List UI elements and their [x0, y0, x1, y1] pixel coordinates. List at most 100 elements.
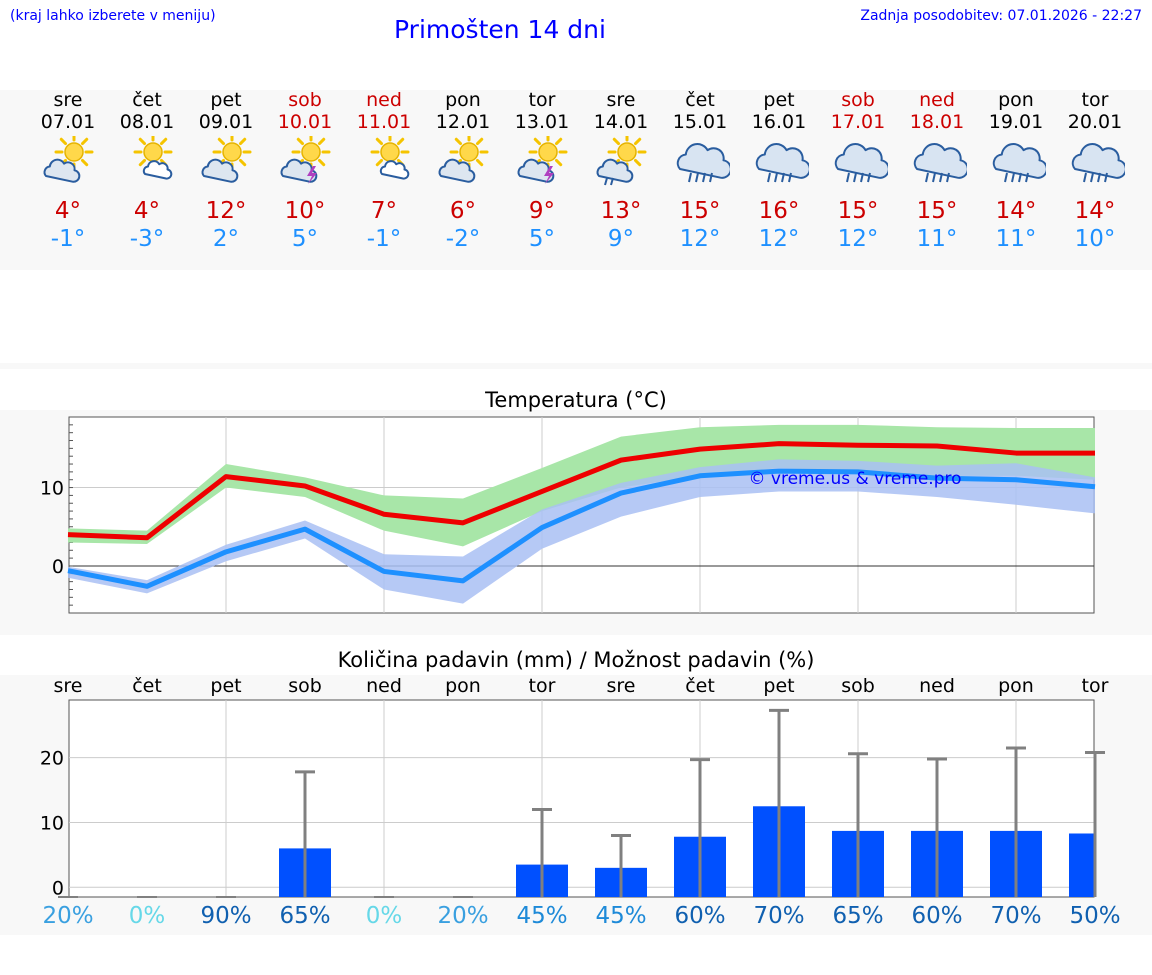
day-column: sre 14.01 13° 9° [581, 89, 661, 253]
rain-cloud-icon [676, 143, 730, 183]
min-temp: 2° [212, 226, 240, 252]
precip-probability: 45% [595, 903, 647, 929]
forecast-band [0, 90, 1152, 270]
sun-cloud-icon [438, 136, 489, 183]
max-temp: 6° [449, 198, 477, 224]
day-column: ned 11.01 7° -1° [344, 89, 424, 253]
precip-probability: 65% [279, 903, 331, 929]
day-name: sob [288, 89, 322, 111]
sun-cloud-icon [201, 136, 252, 183]
precip-probability: 20% [437, 903, 489, 929]
precip-probability: 50% [1069, 903, 1121, 929]
sun-cloud-rain-icon [596, 136, 647, 186]
max-temp: 15° [837, 198, 879, 224]
min-temp: 9° [607, 226, 635, 252]
max-temp: 4° [133, 198, 161, 224]
min-temp: -2° [445, 226, 481, 252]
rain-cloud-icon [755, 143, 809, 183]
day-date: 18.01 [909, 111, 965, 133]
day-name: pon [998, 89, 1034, 111]
min-temp: -1° [366, 226, 402, 252]
day-column: pet 16.01 16° 12° [739, 89, 819, 253]
max-temp: 14° [1074, 198, 1116, 224]
location-menu-hint[interactable]: (kraj lahko izberete v meniju) [10, 8, 216, 24]
precipitation-chart-band [0, 675, 1152, 935]
max-temp: 7° [370, 198, 398, 224]
day-date: 20.01 [1067, 111, 1123, 133]
day-column: sob 10.01 10° 5° [265, 89, 345, 253]
day-column: pet 09.01 12° 2° [186, 89, 266, 253]
precip-day-label: čet [685, 675, 715, 697]
day-column: tor 20.01 14° 10° [1055, 89, 1135, 253]
day-column: pon 12.01 6° -2° [423, 89, 503, 253]
rain-cloud-icon [834, 143, 888, 183]
precip-day-label: pon [998, 675, 1034, 697]
precip-probability: 60% [674, 903, 726, 929]
min-temp: 12° [837, 226, 879, 252]
precip-probability: 45% [516, 903, 568, 929]
min-temp: -3° [129, 226, 165, 252]
temperature-chart-title: Temperatura (°C) [485, 388, 667, 412]
precip-probability: 0% [128, 903, 166, 929]
day-column: sre 07.01 4° -1° [28, 89, 108, 253]
min-temp: 11° [995, 226, 1037, 252]
day-name: pet [763, 89, 795, 111]
max-temp: 14° [995, 198, 1037, 224]
day-date: 09.01 [198, 111, 254, 133]
precip-day-label: tor [1081, 675, 1109, 697]
day-name: čet [685, 89, 715, 111]
precip-day-label: pet [763, 675, 795, 697]
day-date: 10.01 [277, 111, 333, 133]
sun-cloud-icon [43, 136, 94, 183]
sun-cloud-thunder-icon [280, 136, 331, 184]
day-date: 19.01 [988, 111, 1044, 133]
max-temp: 9° [528, 198, 556, 224]
precip-probability: 20% [42, 903, 94, 929]
min-temp: -1° [50, 226, 86, 252]
min-temp: 12° [758, 226, 800, 252]
day-name: tor [1081, 89, 1109, 111]
precip-day-label: čet [132, 675, 162, 697]
precip-day-label: ned [366, 675, 402, 697]
day-column: čet 15.01 15° 12° [660, 89, 740, 253]
day-date: 14.01 [593, 111, 649, 133]
precipitation-chart-title: Količina padavin (mm) / Možnost padavin … [337, 648, 815, 672]
day-date: 17.01 [830, 111, 886, 133]
precip-probability: 70% [990, 903, 1042, 929]
day-name: ned [366, 89, 402, 111]
rain-cloud-icon [1071, 143, 1125, 183]
day-date: 07.01 [40, 111, 96, 133]
precip-day-label: ned [919, 675, 955, 697]
max-temp: 12° [205, 198, 247, 224]
max-temp: 4° [54, 198, 82, 224]
max-temp: 15° [916, 198, 958, 224]
day-name: pet [210, 89, 242, 111]
day-column: ned 18.01 15° 11° [897, 89, 977, 253]
precip-day-label: sre [53, 675, 83, 697]
day-name: pon [445, 89, 481, 111]
precip-day-label: tor [528, 675, 556, 697]
day-name: čet [132, 89, 162, 111]
precip-probability: 90% [200, 903, 252, 929]
day-date: 12.01 [435, 111, 491, 133]
precip-probability: 0% [365, 903, 403, 929]
day-date: 16.01 [751, 111, 807, 133]
day-name: sre [53, 89, 83, 111]
precip-probability: 65% [832, 903, 884, 929]
last-update: Zadnja posodobitev: 07.01.2026 - 22:27 [860, 8, 1142, 24]
day-column: tor 13.01 9° 5° [502, 89, 582, 253]
day-name: sob [841, 89, 875, 111]
page-title: Primošten 14 dni [394, 15, 606, 44]
min-temp: 12° [679, 226, 721, 252]
max-temp: 13° [600, 198, 642, 224]
rain-cloud-icon [992, 143, 1046, 183]
max-temp: 10° [284, 198, 326, 224]
min-temp: 10° [1074, 226, 1116, 252]
day-date: 11.01 [356, 111, 412, 133]
precip-day-label: sob [288, 675, 322, 697]
sun-small-cloud-icon [133, 136, 173, 180]
precip-day-label: sob [841, 675, 875, 697]
precip-probability: 70% [753, 903, 805, 929]
day-name: ned [919, 89, 955, 111]
precip-day-label: sre [606, 675, 636, 697]
